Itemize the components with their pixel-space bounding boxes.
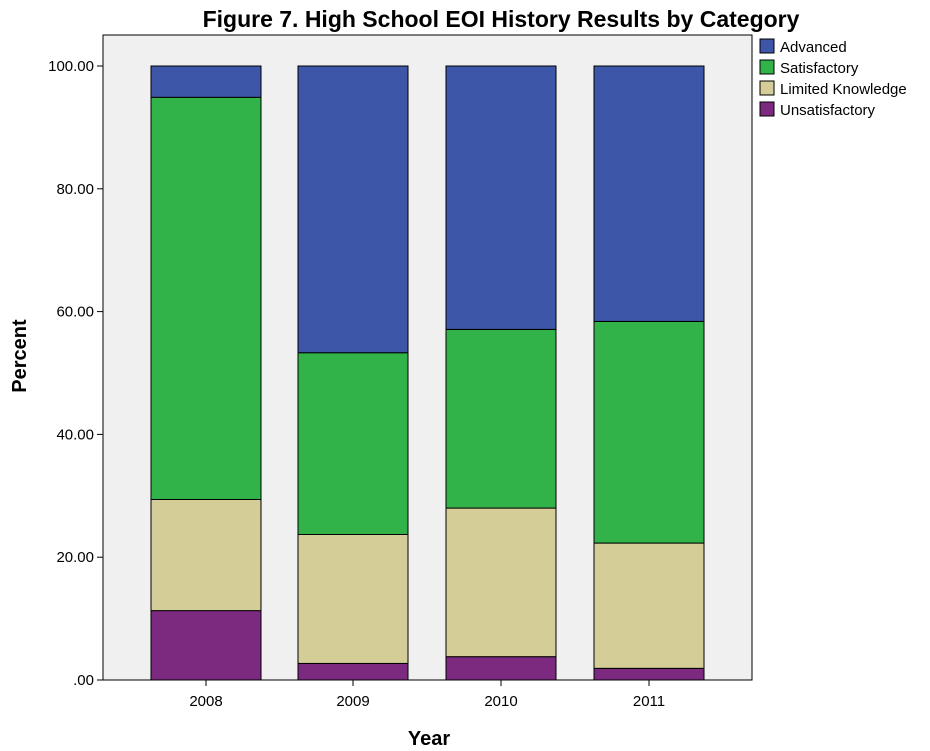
y-tick-label: 20.00 [56,549,94,566]
y-tick-label: .00 [73,672,94,689]
chart-title: Figure 7. High School EOI History Result… [203,6,800,32]
bar-2011-advanced [593,65,705,322]
bar-2011-limited-knowledge [593,542,705,669]
x-tick-label: 2008 [189,693,222,710]
legend-swatch-limited-knowledge [759,80,775,96]
axes-layer: .00 20.00 40.00 60.00 80.00 100.00 2008 2009 201… [48,35,752,710]
y-tick-label: 40.00 [56,426,94,443]
x-tick-label: 2010 [484,693,517,710]
bar-2008-unsatisfactory [150,610,262,681]
bar-2011-unsatisfactory [593,667,705,681]
bar-2009-unsatisfactory [297,662,409,681]
x-tick-label: 2009 [336,693,369,710]
bar-2010-limited-knowledge [445,507,557,658]
bar-2009-satisfactory [297,352,409,535]
bar-2009-limited-knowledge [297,533,409,664]
legend-label-advanced: Advanced [780,39,847,56]
bar-2008-advanced [150,65,262,98]
bar-2008-limited-knowledge [150,498,262,612]
bars-layer [150,65,705,681]
legend-label-unsatisfactory: Unsatisfactory [780,102,876,119]
legend: Advanced Satisfactory Limited Knowledge Uns… [759,38,907,119]
bar-2009-advanced [297,65,409,354]
legend-label-satisfactory: Satisfactory [780,60,859,77]
bar-2010-advanced [445,65,557,330]
legend-swatch-unsatisfactory [759,101,775,117]
x-axis-title: Year [408,728,450,750]
y-tick-label: 80.00 [56,181,94,198]
y-axis-title: Percent [9,319,31,393]
bar-2010-satisfactory [445,328,557,509]
x-tick-label: 2011 [633,693,665,710]
bar-2010-unsatisfactory [445,656,557,681]
legend-swatch-satisfactory [759,59,775,75]
y-tick-label: 100.00 [48,58,94,75]
legend-swatch-advanced [759,38,775,54]
legend-label-limited-knowledge: Limited Knowledge [780,81,907,98]
y-tick-label: 60.00 [56,304,94,321]
bar-2008-satisfactory [150,96,262,500]
bar-2011-satisfactory [593,320,705,544]
